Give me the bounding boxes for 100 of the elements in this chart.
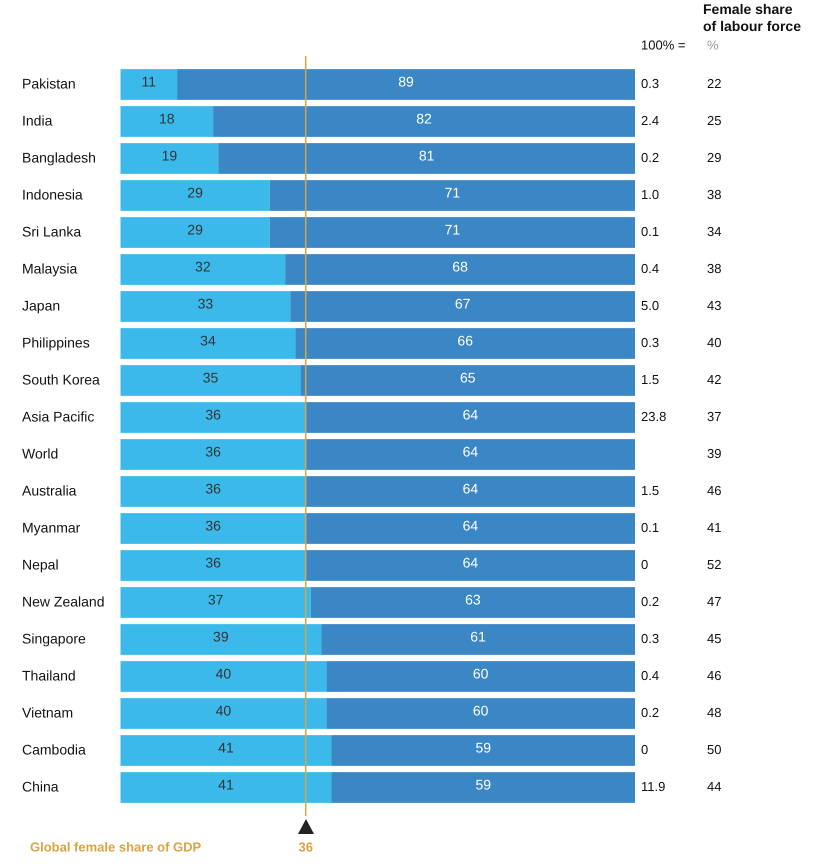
text: 39 [707, 446, 722, 462]
bar [326, 661, 635, 692]
ref-line-label: Global female share of GDP [30, 840, 202, 855]
text: 0.1 [641, 224, 660, 240]
bar [177, 69, 635, 100]
text: 0.2 [641, 150, 660, 166]
text: 1.5 [641, 372, 660, 388]
bar [306, 513, 635, 544]
bar [321, 624, 635, 655]
text: 0.3 [641, 631, 660, 646]
data-label: 29 [187, 184, 204, 200]
data-label: 41 [218, 776, 234, 792]
data-label: 33 [198, 295, 214, 312]
text: 29 [707, 150, 722, 166]
bar [120, 735, 332, 766]
text: 38 [707, 187, 722, 202]
text: % [707, 38, 719, 53]
y-tick-label: India [22, 112, 53, 128]
text: 1.5 [641, 483, 660, 498]
y-tick-label: China [22, 778, 59, 794]
text: 0.2 [641, 594, 660, 610]
text: 37 [707, 409, 722, 424]
bar [120, 476, 306, 507]
text: 42 [707, 372, 722, 388]
data-label: 29 [187, 221, 204, 238]
bar [295, 328, 635, 359]
text: 100% = [641, 38, 686, 53]
text: 0.3 [641, 76, 660, 92]
text: 46 [707, 483, 722, 498]
data-label: 41 [218, 739, 234, 756]
bar [300, 365, 635, 396]
data-label: 59 [475, 739, 492, 756]
data-label: 63 [465, 591, 481, 608]
y-tick-label: Bangladesh [22, 149, 96, 166]
text: 0 [641, 557, 648, 572]
data-label: 89 [398, 73, 414, 90]
bar [120, 402, 306, 433]
y-tick-label: Indonesia [22, 186, 83, 202]
data-label: 34 [200, 332, 216, 348]
data-label: 40 [216, 702, 232, 718]
y-tick-label: World [22, 445, 58, 462]
data-label: 59 [475, 776, 492, 792]
y-tick-label: Cambodia [22, 741, 86, 758]
data-label: 71 [444, 221, 460, 238]
text: 0.3 [641, 335, 660, 350]
text: 47 [707, 594, 722, 610]
text: 5.0 [641, 298, 660, 314]
data-label: 18 [159, 110, 175, 126]
bar [306, 439, 635, 470]
data-label: 60 [472, 702, 489, 718]
bar [213, 106, 635, 137]
text: 48 [707, 705, 722, 720]
data-label: 81 [418, 147, 435, 164]
text: 0.4 [641, 261, 660, 276]
y-tick-label: Japan [22, 297, 60, 314]
y-tick-label: Myanmar [22, 519, 81, 536]
data-label: 35 [202, 369, 219, 386]
data-label: 39 [213, 628, 229, 644]
text: 46 [707, 668, 722, 684]
y-tick-label: Sri Lanka [22, 223, 82, 240]
bar [326, 698, 635, 729]
y-tick-label: Nepal [22, 556, 59, 572]
data-label: 19 [162, 147, 178, 164]
bar [120, 365, 301, 396]
y-tick-label: Pakistan [22, 75, 76, 92]
text: 52 [707, 557, 722, 572]
data-label: 36 [205, 554, 222, 570]
data-label: 65 [460, 369, 476, 386]
text: 0.4 [641, 668, 660, 684]
data-label: 64 [462, 406, 478, 422]
data-label: 61 [470, 628, 486, 644]
text: 1.0 [641, 187, 660, 202]
text: 11.9 [641, 779, 666, 794]
bar [331, 735, 635, 766]
bar [120, 291, 290, 322]
data-label: 60 [472, 665, 489, 682]
bar [120, 513, 306, 544]
text: 43 [707, 298, 722, 314]
bar [120, 698, 326, 729]
y-tick-label: Australia [22, 482, 77, 498]
data-label: 66 [457, 332, 474, 348]
y-tick-label: Philippines [22, 334, 90, 350]
y-tick-label: South Korea [22, 371, 100, 388]
text: 0.1 [641, 520, 660, 536]
data-label: 68 [452, 258, 468, 274]
text: 44 [707, 779, 722, 794]
bar [120, 439, 306, 470]
bar [120, 661, 326, 692]
y-tick-label: Malaysia [22, 260, 78, 276]
data-label: 64 [462, 517, 478, 534]
data-label: 64 [462, 554, 478, 570]
bar [306, 550, 635, 581]
bar [120, 106, 214, 137]
bar [120, 69, 178, 100]
bar [120, 550, 306, 581]
text: 41 [707, 520, 722, 536]
text: 23.8 [641, 409, 666, 424]
text: Female share of labour force [703, 0, 802, 34]
bar [120, 180, 270, 211]
data-label: 82 [416, 110, 432, 126]
